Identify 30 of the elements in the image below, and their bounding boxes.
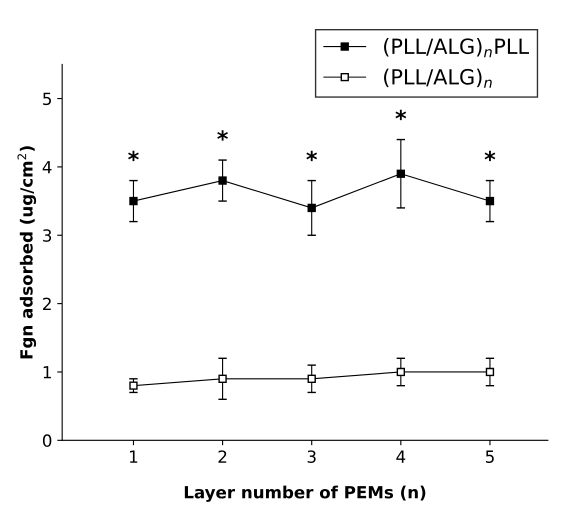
- legend-label: (PLL/ALG)$_{n}$: [384, 68, 492, 88]
- y-tick-label: 4: [42, 161, 52, 174]
- y-tick-label: 0: [42, 434, 52, 447]
- y-tick-label: 1: [44, 366, 51, 378]
- point: [308, 204, 316, 212]
- annotation: *: [217, 130, 228, 141]
- point: [308, 374, 316, 383]
- legend-label: (PLL/ALG)$_{n}$PLL: [384, 38, 529, 58]
- y-tick-label: 2: [43, 298, 51, 310]
- point: [129, 381, 138, 390]
- annotation: *: [484, 150, 496, 162]
- x-tick-label: 1: [130, 450, 138, 463]
- point: [218, 374, 227, 383]
- x-tick-label: 5: [486, 450, 494, 463]
- y-axis-title: Fgn adsorbed (ug/cm$^{2}$): [17, 146, 36, 358]
- y-tick-label: 5: [43, 92, 51, 106]
- x-axis-title: Layer number of PEMs (n): [184, 486, 426, 502]
- x-tick-label: 2: [218, 450, 226, 463]
- point: [396, 368, 405, 376]
- annotation: *: [306, 150, 318, 162]
- point: [396, 170, 405, 178]
- point: [486, 196, 494, 206]
- point: [218, 176, 227, 185]
- y-tick-label: 3: [43, 229, 52, 242]
- annotation: *: [395, 110, 406, 120]
- annotation: *: [128, 150, 139, 162]
- x-tick-label: 3: [308, 450, 316, 463]
- point: [486, 368, 494, 376]
- x-tick-label: 4: [396, 450, 406, 463]
- point: [129, 196, 138, 206]
